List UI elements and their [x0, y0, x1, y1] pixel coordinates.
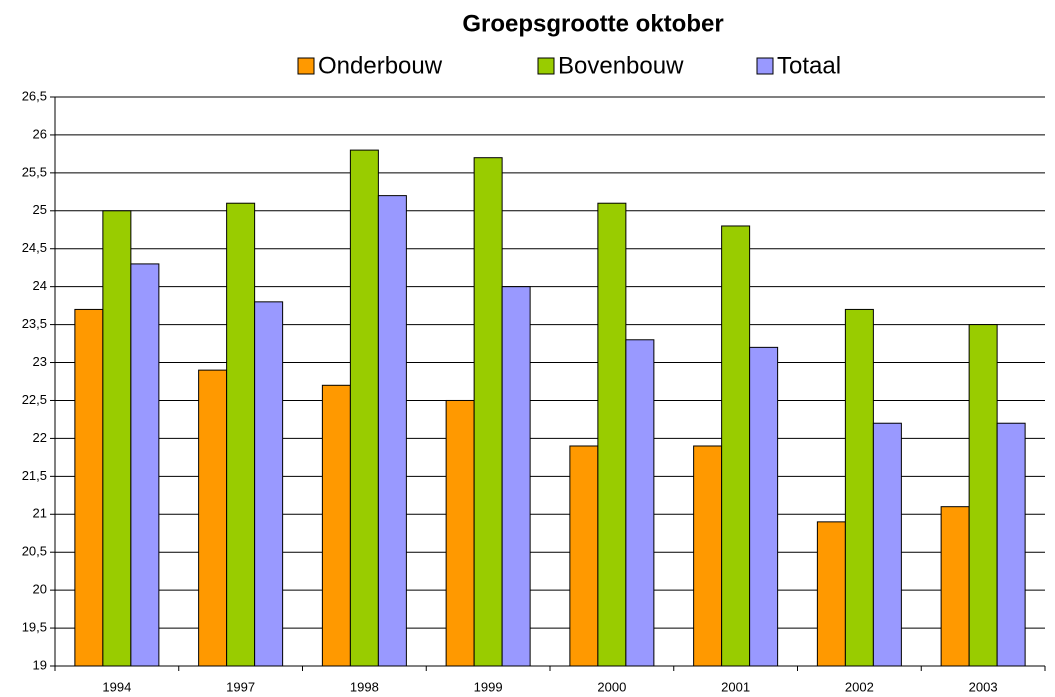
- bar: [597, 202, 627, 667]
- bar: [940, 506, 970, 667]
- bar: [445, 399, 475, 667]
- y-tick-label: 21: [33, 506, 47, 521]
- x-tick-label: 2002: [845, 679, 874, 694]
- bar: [569, 445, 599, 667]
- x-tick-label: 2000: [597, 679, 626, 694]
- y-tick-label: 21,5: [22, 468, 47, 483]
- y-tick-label: 26,5: [22, 88, 47, 103]
- bar: [226, 202, 256, 667]
- bar: [625, 339, 655, 667]
- bar: [749, 346, 779, 667]
- y-tick-label: 25: [33, 202, 47, 217]
- bar: [721, 225, 751, 667]
- y-tick-label: 22: [33, 430, 47, 445]
- legend-swatch: [756, 57, 774, 75]
- bar: [816, 521, 846, 667]
- legend-swatch: [297, 57, 315, 75]
- x-tick-label: 1998: [350, 679, 379, 694]
- legend-label: Totaal: [777, 52, 841, 79]
- y-tick-label: 23,5: [22, 316, 47, 331]
- bar: [872, 422, 902, 667]
- bar: [377, 195, 407, 667]
- x-tick-label: 2001: [721, 679, 750, 694]
- y-tick-label: 26: [33, 126, 47, 141]
- bar: [844, 308, 874, 667]
- y-tick-label: 19: [33, 657, 47, 672]
- y-tick-label: 25,5: [22, 164, 47, 179]
- bar: [968, 324, 998, 667]
- y-tick-label: 20: [33, 582, 47, 597]
- bar: [130, 263, 160, 667]
- legend-label: Onderbouw: [318, 52, 443, 79]
- y-tick-label: 23: [33, 354, 47, 369]
- x-tick-label: 1999: [474, 679, 503, 694]
- y-tick-label: 24,5: [22, 240, 47, 255]
- bar: [254, 301, 284, 667]
- legend-swatch: [537, 57, 555, 75]
- bar: [996, 422, 1026, 667]
- legend-label: Bovenbouw: [558, 52, 684, 79]
- chart-title: Groepsgrootte oktober: [462, 10, 723, 37]
- y-tick-label: 24: [33, 278, 47, 293]
- x-tick-label: 1997: [226, 679, 255, 694]
- bar: [102, 210, 132, 667]
- bar: [198, 369, 228, 667]
- bar: [501, 286, 531, 667]
- bar: [321, 384, 351, 667]
- bar: [473, 157, 503, 667]
- y-tick-label: 19,5: [22, 620, 47, 635]
- bar: [349, 149, 379, 667]
- x-tick-label: 2003: [969, 679, 998, 694]
- bar: [74, 308, 104, 667]
- y-tick-label: 22,5: [22, 392, 47, 407]
- bar: [693, 445, 723, 667]
- x-tick-label: 1994: [102, 679, 131, 694]
- y-tick-label: 20,5: [22, 544, 47, 559]
